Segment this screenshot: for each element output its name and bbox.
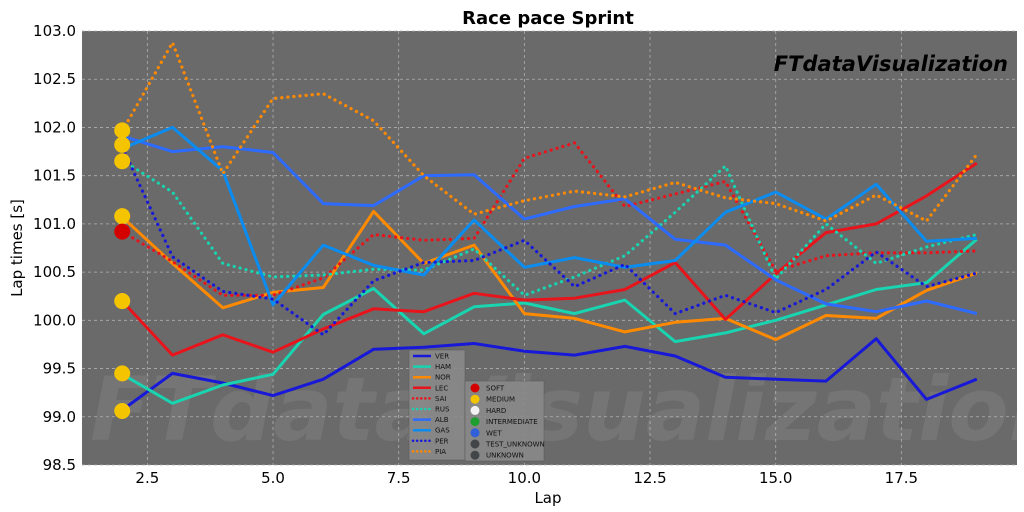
legend-label-ver: VER <box>435 353 449 361</box>
background-watermark: FTdataVisualization <box>90 358 1024 461</box>
compound-legend: SOFT MEDIUM HARD INTERMEDIATE WET TEST_UNKNOW… <box>464 380 545 462</box>
corner-watermark: FTdataVisualization <box>774 52 1008 76</box>
chart-title: Race pace Sprint <box>462 8 634 29</box>
series-line-lec <box>121 161 978 357</box>
compound-label-unknown: UNKNOWN <box>486 452 524 460</box>
compound-dot-soft <box>470 383 480 393</box>
series-line-per <box>120 145 979 337</box>
series-line-ham <box>121 238 978 405</box>
tyre-marker-medium <box>114 136 131 153</box>
compound-dot-medium <box>470 394 480 404</box>
legend-label-pia: PIA <box>435 448 446 456</box>
driver-legend: VER HAM NOR LEC SAI RUS ALB GAS PER PIA <box>408 349 466 461</box>
series-line-rus <box>120 158 979 297</box>
legend-label-nor: NOR <box>435 374 451 382</box>
y-tick-label: 103.0 <box>33 22 76 40</box>
tyre-marker-medium <box>114 293 131 310</box>
tyre-marker-medium <box>114 208 131 225</box>
y-tick-label: 99.5 <box>43 360 76 378</box>
y-tick-label: 98.5 <box>43 456 76 474</box>
compound-label-wet: WET <box>486 429 502 437</box>
legend-label-alb: ALB <box>435 416 449 424</box>
x-tick-label: 15.0 <box>759 469 792 487</box>
start-marker-layer <box>114 122 131 419</box>
compound-label-intermediate: INTERMEDIATE <box>486 418 538 426</box>
compound-label-test_unknown: TEST_UNKNOWN <box>485 441 545 449</box>
tyre-marker-medium <box>114 365 131 382</box>
series-line-gas <box>121 125 977 307</box>
series-line-ver <box>121 337 978 412</box>
y-tick-label: 102.0 <box>33 118 76 136</box>
series-line-nor <box>121 209 978 342</box>
legend-label-sai: SAI <box>435 395 446 403</box>
grid-lines <box>82 30 1017 466</box>
compound-dot-test_unknown <box>470 439 480 449</box>
plot-area <box>82 31 1017 465</box>
x-axis-label: Lap <box>534 489 561 507</box>
compound-label-soft: SOFT <box>486 385 505 393</box>
tyre-marker-medium <box>114 122 131 139</box>
series-line-sai <box>120 141 979 297</box>
legend-label-ham: HAM <box>435 363 451 371</box>
series-layer <box>120 40 979 412</box>
y-tick-label: 99.0 <box>43 408 76 426</box>
legend-label-rus: RUS <box>435 406 450 414</box>
y-axis-label: Lap times [s] <box>8 199 26 297</box>
compound-dot-wet <box>470 428 480 438</box>
series-line-alb <box>121 134 978 316</box>
x-axis-ticks: 2.5 5.0 7.5 10.0 12.5 15.0 17.5 <box>135 469 918 487</box>
series-line-pia <box>120 40 979 223</box>
y-tick-label: 101.0 <box>33 215 76 233</box>
driver-legend-box <box>408 349 466 461</box>
compound-dot-intermediate <box>470 417 480 427</box>
x-tick-label: 7.5 <box>387 469 411 487</box>
y-axis-ticks: 98.5 99.0 99.5 100.0 100.5 101.0 101.5 102.0 102… <box>33 22 76 474</box>
x-tick-label: 2.5 <box>135 469 159 487</box>
y-tick-label: 100.0 <box>33 311 76 329</box>
compound-label-medium: MEDIUM <box>486 396 515 404</box>
legend-label-lec: LEC <box>435 384 448 392</box>
tyre-marker-medium <box>114 402 131 419</box>
tyre-marker-medium <box>114 153 131 170</box>
y-tick-label: 101.5 <box>33 167 76 185</box>
x-tick-label: 5.0 <box>261 469 285 487</box>
compound-dot-hard <box>470 405 480 415</box>
x-tick-label: 10.0 <box>508 469 541 487</box>
y-tick-label: 100.5 <box>33 263 76 281</box>
x-tick-label: 12.5 <box>633 469 666 487</box>
x-tick-label: 17.5 <box>885 469 918 487</box>
tyre-marker-soft <box>114 223 131 240</box>
compound-dot-unknown <box>470 450 480 460</box>
y-tick-label: 102.5 <box>33 70 76 88</box>
compound-label-hard: HARD <box>486 407 506 415</box>
legend-label-gas: GAS <box>435 427 450 435</box>
legend-label-per: PER <box>435 437 449 445</box>
